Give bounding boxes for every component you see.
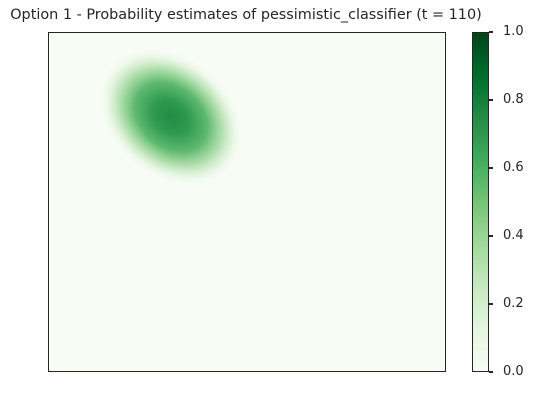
colorbar-tick-label: 0.4 xyxy=(503,228,524,243)
colorbar-tick xyxy=(489,371,493,373)
colorbar-tick xyxy=(489,167,493,169)
colorbar-tick-label: 0.0 xyxy=(503,364,524,379)
colorbar-tick xyxy=(489,31,493,33)
probability-blob xyxy=(98,48,244,186)
colorbar-tick-label: 0.8 xyxy=(503,92,524,107)
high-probability-region xyxy=(98,48,244,186)
colorbar-tick-label: 1.0 xyxy=(503,24,524,39)
colorbar-tick-label: 0.2 xyxy=(503,296,524,311)
colorbar-tick xyxy=(489,99,493,101)
heatmap-plot-area xyxy=(48,32,446,372)
colorbar-tick-label: 0.6 xyxy=(503,160,524,175)
probability-heatmap xyxy=(49,33,445,371)
colorbar xyxy=(472,32,489,372)
colorbar-tick xyxy=(489,235,493,237)
colorbar-tick xyxy=(489,303,493,305)
chart-title: Option 1 - Probability estimates of pess… xyxy=(10,7,482,23)
